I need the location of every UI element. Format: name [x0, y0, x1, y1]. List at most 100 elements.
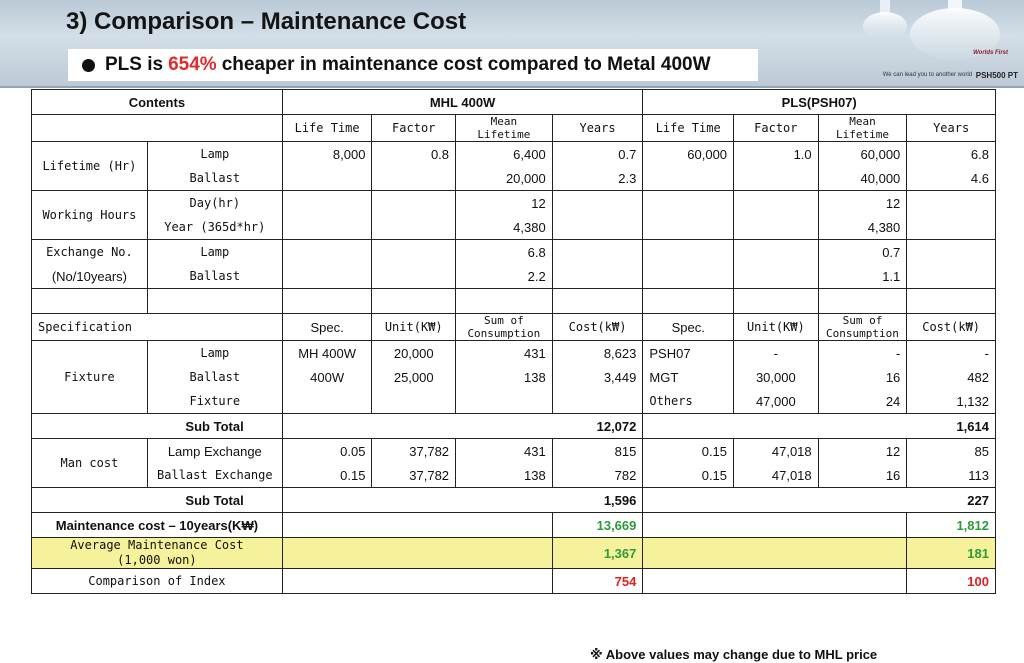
cell: 431	[455, 438, 553, 463]
subtotal-a: 12,072	[281, 413, 644, 439]
cell: 3,449	[551, 365, 644, 389]
cell: 25,000	[371, 365, 457, 389]
row-label-exchange: Exchange No.	[31, 239, 148, 264]
cell: 0.15	[281, 463, 373, 488]
row-label-working-hours: Working Hours	[31, 190, 148, 240]
table-row: (No/10years) Ballast 2.2 1.1	[31, 264, 996, 289]
cell: 47,018	[733, 438, 819, 463]
brand-tagline: We can lead you to another world	[882, 72, 972, 78]
cell: -	[817, 340, 908, 365]
cell: 113	[906, 463, 996, 488]
cell: 85	[906, 438, 996, 463]
cell: 37,782	[371, 438, 457, 463]
cell: 60,000	[642, 141, 735, 166]
cell: 60,000	[817, 141, 908, 166]
table-row: Fixture Others 47,000 24 1,132	[32, 389, 996, 414]
cell: 12	[817, 438, 908, 463]
row-label-fixture: Fixture	[31, 340, 148, 414]
cell: 2.2	[455, 264, 553, 289]
cell: 6,400	[455, 141, 553, 166]
cell: 47,000	[733, 389, 819, 414]
cell: Others	[642, 389, 735, 414]
col-years: Years	[906, 114, 996, 142]
cell: PSH07	[642, 340, 735, 365]
table-row: Sub Total 12,072 1,614	[31, 413, 996, 439]
table-row: Ballast 20,000 2.3 40,000 4.6	[32, 166, 996, 191]
row-sublabel: Ballast	[146, 264, 283, 289]
row-label-exchange-unit: (No/10years)	[31, 264, 148, 289]
table-row: Lifetime (Hr) Lamp 8,000 0.8 6,400 0.7 6…	[31, 141, 996, 191]
row-label-man-cost: Man cost	[31, 438, 148, 488]
row-sublabel: Ballast	[146, 166, 283, 191]
cell: 6.8	[906, 141, 996, 166]
table-row: Life Time Factor Mean Lifetime Years Lif…	[31, 114, 996, 142]
index-a: 754	[551, 568, 644, 594]
average-b: 181	[906, 537, 996, 569]
specification-header: Specification	[31, 313, 283, 341]
row-sublabel: Ballast	[146, 365, 283, 389]
table-row: Exchange No. Lamp 6.8 0.7	[31, 239, 996, 264]
row-sublabel: Ballast Exchange	[146, 463, 283, 488]
col-sum-consumption: Sum of Consumption	[817, 313, 908, 341]
cell: 400W	[281, 365, 373, 389]
average-label: Average Maintenance Cost (1,000 won)	[31, 537, 283, 569]
cell: 47,018	[733, 463, 819, 488]
table-row: Ballast Exchange 0.15 37,782 138 782 0.1…	[32, 463, 996, 488]
col-years: Years	[551, 114, 644, 142]
cell: 4.6	[906, 166, 996, 191]
cell: -	[733, 340, 819, 365]
brand-logo: Worlds First	[973, 50, 1008, 56]
cell: 0.05	[281, 438, 373, 463]
table-row: Year (365d*hr) 4,380 4,380	[32, 215, 996, 240]
cell: 6.8	[455, 239, 553, 264]
cell: 8,000	[281, 141, 373, 166]
cell: 0.8	[371, 141, 457, 166]
index-b: 100	[906, 568, 996, 594]
cell: 4,380	[817, 215, 908, 240]
contents-header: Contents	[31, 89, 283, 115]
col-cost: Cost(k₩)	[906, 313, 996, 341]
row-sublabel: Fixture	[146, 389, 283, 414]
col-mean-lifetime: Mean Lifetime	[455, 114, 553, 142]
table-row: Ballast 400W 25,000 138 3,449 MGT 30,000…	[32, 365, 996, 389]
col-spec: Spec.	[642, 313, 735, 341]
col-cost: Cost(k₩)	[551, 313, 644, 341]
row-sublabel: Lamp	[146, 239, 283, 264]
cell: 782	[551, 463, 644, 488]
table-row: Comparison of Index 754 100	[31, 568, 996, 594]
subtotal-b: 1,614	[642, 413, 996, 439]
col-life-time: Life Time	[281, 114, 373, 142]
cell: 482	[906, 365, 996, 389]
index-label: Comparison of Index	[31, 568, 283, 594]
col-factor: Factor	[371, 114, 457, 142]
cell: 12	[455, 190, 553, 215]
col-mean-lifetime: Mean Lifetime	[817, 114, 908, 142]
col-spec: Spec.	[281, 313, 373, 341]
cell: 138	[455, 365, 553, 389]
cell: MGT	[642, 365, 735, 389]
maintenance-cost-label: Maintenance cost – 10years(K₩)	[31, 512, 283, 538]
table-row: Specification Spec. Unit(K₩) Sum of Cons…	[31, 313, 996, 341]
cell: 0.7	[551, 141, 644, 166]
brand-model: PSH500 PT	[975, 71, 1018, 80]
headline-accent: 654%	[168, 54, 217, 75]
cell: 0.15	[642, 463, 735, 488]
average-label-line2: (1,000 won)	[117, 553, 197, 567]
average-a: 1,367	[551, 537, 644, 569]
cell: 16	[817, 365, 908, 389]
lamp-image	[863, 0, 1000, 60]
cell: -	[906, 340, 996, 365]
col-sum-consumption: Sum of Consumption	[455, 313, 553, 341]
cell: 431	[455, 340, 553, 365]
col-factor: Factor	[733, 114, 819, 142]
table-row: Average Maintenance Cost (1,000 won) 1,3…	[31, 537, 996, 569]
cell: MH 400W	[281, 340, 373, 365]
bullet-icon	[82, 58, 95, 72]
maintenance-cost-b: 1,812	[906, 512, 996, 538]
subtotal-b: 227	[642, 487, 996, 513]
subtotal-a: 1,596	[281, 487, 644, 513]
headline-box: PLS is 654% cheaper in maintenance cost …	[68, 49, 758, 81]
col-unit: Unit(K₩)	[371, 313, 457, 341]
cell: 2.3	[551, 166, 644, 191]
cell: 1,132	[906, 389, 996, 414]
